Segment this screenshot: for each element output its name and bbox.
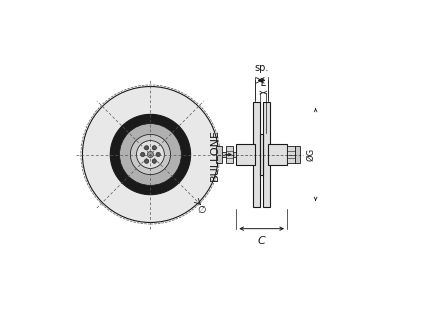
Text: sp.: sp. <box>254 63 269 73</box>
Text: $\varnothing$: $\varnothing$ <box>197 203 206 215</box>
Circle shape <box>140 152 145 157</box>
Bar <box>263 102 270 207</box>
Text: ØG: ØG <box>306 148 315 161</box>
FancyBboxPatch shape <box>295 146 300 163</box>
FancyBboxPatch shape <box>225 146 233 163</box>
Text: L: L <box>260 78 266 88</box>
Circle shape <box>148 151 154 158</box>
Circle shape <box>110 114 190 195</box>
FancyBboxPatch shape <box>287 146 295 163</box>
Bar <box>236 144 255 165</box>
Text: C: C <box>258 236 265 246</box>
Text: BULLONE: BULLONE <box>210 129 220 180</box>
Circle shape <box>156 152 160 157</box>
Bar <box>260 134 263 175</box>
Circle shape <box>82 87 218 222</box>
Circle shape <box>152 159 156 163</box>
Circle shape <box>144 146 149 150</box>
Bar <box>268 144 287 165</box>
Circle shape <box>120 124 181 185</box>
Circle shape <box>130 134 171 175</box>
Bar <box>253 102 260 207</box>
Circle shape <box>136 141 164 168</box>
Circle shape <box>144 159 149 163</box>
FancyBboxPatch shape <box>216 146 222 163</box>
Bar <box>221 152 236 157</box>
Circle shape <box>152 146 156 150</box>
